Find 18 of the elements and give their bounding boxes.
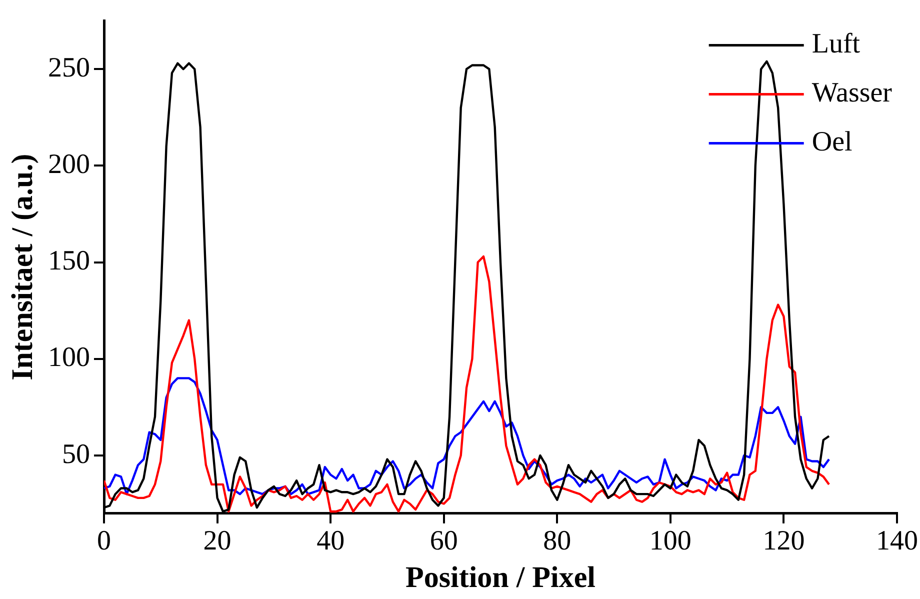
x-tick-label: 80 (543, 526, 572, 557)
x-tick-label: 20 (203, 526, 232, 557)
y-tick-label: 100 (48, 342, 90, 374)
x-tick-label: 140 (876, 526, 918, 557)
y-tick-label: 150 (48, 246, 90, 277)
y-tick-label: 200 (48, 149, 90, 180)
x-tick-label: 0 (97, 526, 111, 557)
x-tick-label: 40 (316, 526, 345, 557)
y-tick-label: 50 (62, 438, 90, 470)
x-axis-title: Position / Pixel (406, 560, 596, 594)
y-tick-label: 250 (48, 52, 90, 84)
x-tick-label: 120 (762, 526, 805, 557)
x-tick-label: 60 (430, 526, 458, 557)
y-axis-title: Intensitaet / (a.u.) (6, 154, 39, 380)
legend-label: Luft (812, 28, 860, 60)
legend-label: Wasser (812, 78, 893, 109)
legend-label: Oel (812, 126, 852, 158)
x-tick-label: 100 (649, 526, 692, 557)
